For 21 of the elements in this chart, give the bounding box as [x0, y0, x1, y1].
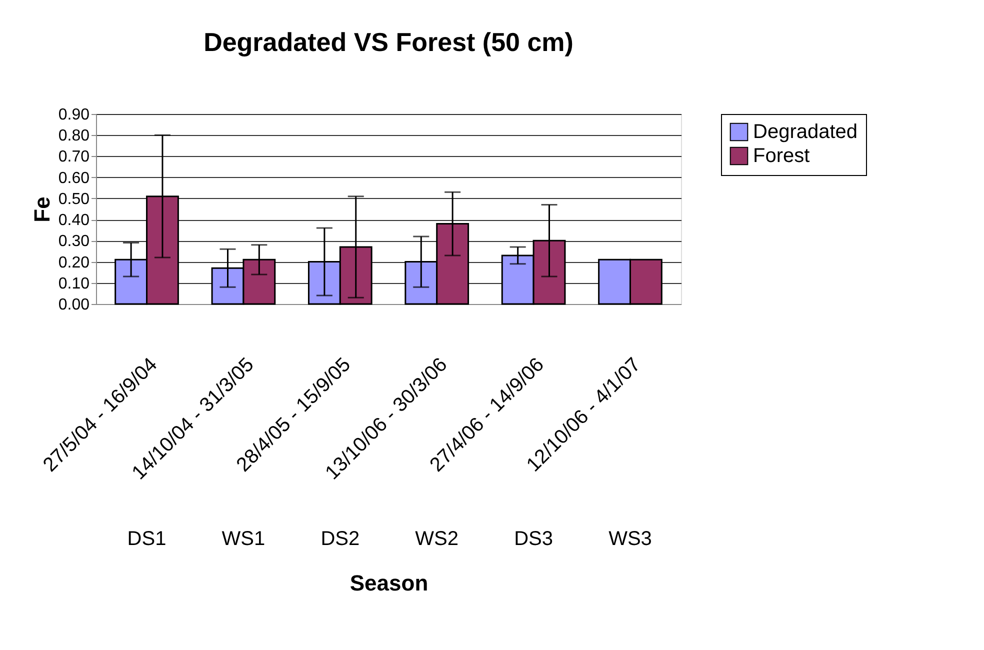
y-tick-label: 0.50: [58, 190, 90, 208]
y-tick-label: 0.80: [58, 128, 90, 145]
text: DS3: [514, 528, 553, 550]
y-tick-label: 0.30: [58, 233, 90, 250]
x-axis-title: Season: [350, 570, 428, 596]
y-tick-label: 0.40: [58, 212, 90, 230]
text: WS1: [222, 528, 266, 550]
y-tick-label: 0.20: [58, 254, 90, 272]
y-axis-title: Fe: [29, 196, 54, 222]
y-tick-label: 0.10: [58, 275, 90, 292]
text: WS2: [415, 528, 459, 550]
text: DS2: [320, 528, 360, 550]
legend-label: Degradated: [753, 121, 858, 143]
legend-label: Forest: [753, 145, 810, 167]
y-tick-label: 0.60: [58, 170, 90, 187]
y-tick-label: 0.90: [58, 106, 90, 124]
y-tick-label: 0.70: [58, 148, 90, 166]
text: DS1: [127, 528, 166, 550]
chart-title: Degradated VS Forest (50 cm): [204, 27, 574, 57]
y-tick-label: 0.00: [58, 296, 90, 314]
text: WS3: [608, 528, 652, 550]
